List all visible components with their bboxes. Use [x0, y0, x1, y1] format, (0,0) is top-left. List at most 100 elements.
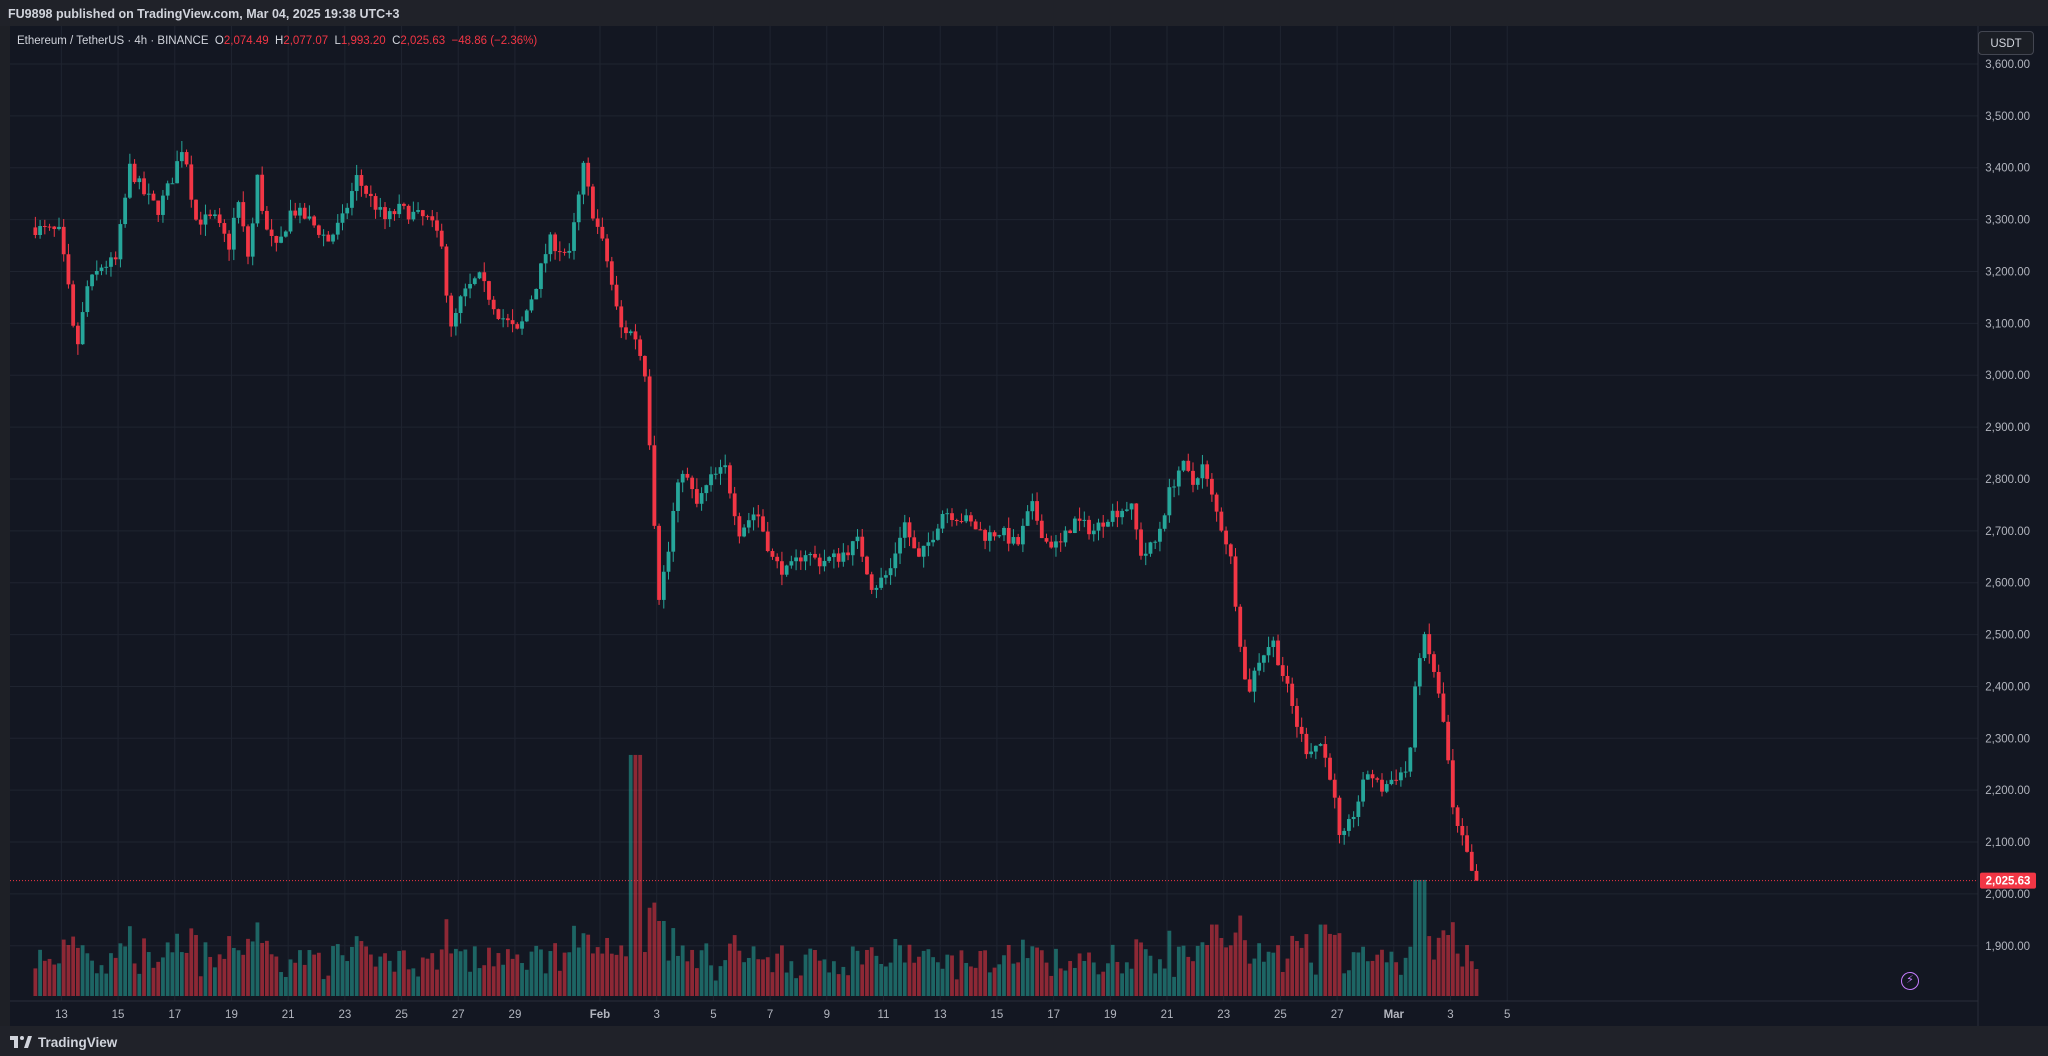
volume-bar [761, 959, 765, 996]
volume-bar [444, 919, 449, 996]
lightning-icon[interactable]: ⚡ [1901, 972, 1919, 990]
candle [1049, 535, 1054, 549]
volume-bar [1380, 949, 1384, 996]
volume-bar [997, 964, 1002, 996]
candle [1006, 517, 1011, 552]
volume-bar [510, 958, 515, 996]
volume-bar [439, 949, 444, 996]
chart-area[interactable]: 2,025.63 3,600.00 3,500.00 3,400.00 3,300.0… [10, 26, 2048, 1026]
low-label: L [334, 35, 341, 47]
candle [156, 200, 161, 222]
volume-bar [926, 949, 931, 996]
volume-bar [1328, 933, 1332, 996]
volume-bar [945, 954, 950, 996]
candle [359, 169, 364, 197]
volume-bar [231, 947, 236, 996]
volume-bar [1143, 949, 1148, 996]
candle [959, 513, 964, 524]
chart-background [10, 26, 2048, 1026]
candle [907, 517, 912, 547]
candle [1002, 526, 1006, 542]
candle [1465, 825, 1469, 853]
candle [331, 233, 335, 245]
volume-bar [496, 953, 501, 996]
symbol-label[interactable]: Ethereum / TetherUS · 4h · BINANCE [17, 35, 209, 47]
volume-bar [1082, 960, 1087, 996]
volume-bar [1474, 969, 1479, 996]
volume-bar [1238, 915, 1243, 996]
volume-bar [888, 962, 893, 996]
candle [1299, 717, 1304, 742]
candle [694, 478, 699, 508]
candle [515, 322, 520, 330]
volume-bar [803, 954, 808, 996]
candle [940, 510, 945, 534]
candle [468, 273, 472, 299]
volume-bar [1280, 971, 1285, 996]
candle [66, 243, 71, 289]
candle [264, 206, 269, 231]
volume-bar [1408, 946, 1413, 996]
candle [973, 519, 978, 530]
volume-bar [1413, 879, 1417, 996]
candle [1351, 811, 1356, 828]
volume-bar [638, 754, 643, 996]
candle [38, 219, 42, 239]
candle [557, 241, 562, 262]
candle [567, 243, 572, 259]
price-chart[interactable]: 2,025.63 3,600.00 3,500.00 3,400.00 3,300.0… [10, 26, 2048, 1026]
tradingview-logo[interactable]: TradingView [10, 1034, 117, 1050]
candle [529, 295, 534, 313]
volume-bar [142, 938, 146, 996]
volume-bar [208, 956, 213, 996]
volume-bar [1002, 955, 1006, 996]
candle [1224, 526, 1228, 555]
volume-bar [813, 950, 817, 996]
volume-bar [732, 935, 737, 996]
candle [605, 234, 609, 268]
candle [666, 541, 671, 580]
volume-bar [723, 960, 728, 996]
x-tick-label: 17 [168, 1009, 181, 1021]
candle [850, 540, 855, 566]
volume-bar [123, 946, 128, 996]
volume-bar [1205, 945, 1210, 996]
candle [472, 276, 477, 286]
volume-bar [548, 951, 553, 996]
candle [945, 508, 950, 524]
volume-bar [151, 967, 156, 996]
candle [1247, 668, 1252, 693]
candle [1337, 795, 1342, 844]
volume-bar [345, 961, 350, 996]
candle [742, 524, 747, 538]
candle [378, 197, 383, 217]
volume-bar [836, 974, 841, 996]
volume-bar [931, 957, 936, 996]
candle [1068, 529, 1073, 534]
x-tick-label: 7 [767, 1009, 773, 1021]
candle [198, 211, 203, 235]
volume-bar [1011, 963, 1016, 996]
x-tick-label: 23 [338, 1009, 351, 1021]
x-tick-label: 27 [452, 1009, 465, 1021]
candle [123, 193, 128, 228]
volume-bar [586, 934, 591, 996]
candle [203, 204, 208, 236]
candle [1441, 682, 1446, 723]
candle [1243, 639, 1247, 680]
volume-bar [458, 951, 463, 996]
volume-bar [751, 946, 756, 996]
candle [803, 550, 808, 571]
candle [1158, 521, 1162, 552]
volume-bar [657, 921, 661, 996]
currency-button[interactable]: USDT [1978, 31, 2034, 55]
volume-bar [713, 980, 718, 996]
volume-bar [1285, 958, 1290, 996]
volume-bar [109, 953, 113, 996]
y-tick-label: 2,600.00 [1985, 578, 2030, 590]
volume-bar [269, 954, 274, 996]
volume-bar [855, 950, 860, 996]
volume-bar [42, 960, 47, 996]
volume-bar [883, 966, 888, 996]
candle [746, 512, 751, 534]
